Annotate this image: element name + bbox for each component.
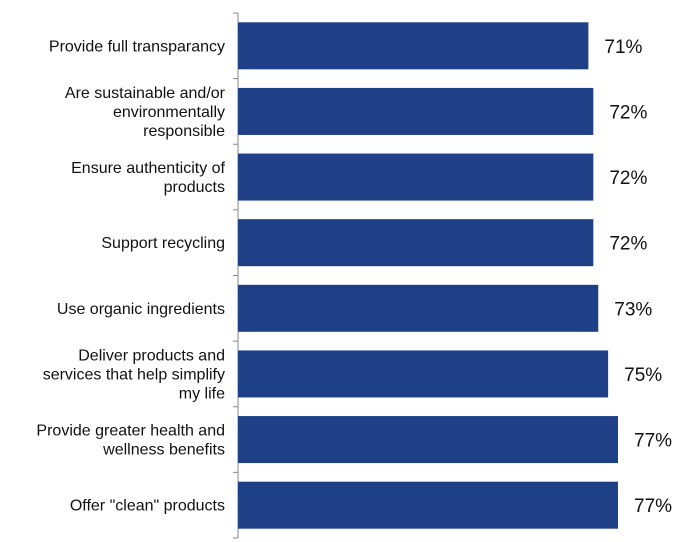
value-label: 72% — [609, 168, 647, 189]
category-label: Deliver products and services that help s… — [43, 347, 225, 402]
value-label: 73% — [614, 299, 652, 320]
bar — [238, 481, 618, 529]
bar — [238, 153, 594, 201]
category-label: Support recycling — [101, 235, 225, 252]
category-label: Use organic ingredients — [57, 301, 225, 318]
category-label: Provide greater health and wellness benef… — [36, 423, 225, 459]
y-axis-ticks — [233, 12, 238, 539]
category-label: Are sustainable and/or environmentally res… — [65, 85, 226, 140]
value-label: 77% — [634, 496, 672, 517]
bar — [238, 22, 589, 70]
value-label: 72% — [609, 102, 647, 123]
category-labels: Provide full transparancy Are sustainable… — [36, 38, 225, 514]
bar — [238, 416, 618, 464]
bar — [238, 284, 599, 332]
category-label: Offer "clean" products — [70, 498, 225, 515]
bar — [238, 87, 594, 135]
value-label: 75% — [624, 365, 662, 386]
value-label: 72% — [609, 234, 647, 255]
category-label: Provide full transparancy — [49, 38, 225, 55]
value-label: 71% — [604, 37, 642, 58]
bar — [238, 350, 609, 398]
bar — [238, 219, 594, 267]
value-labels: 71% 72% 72% 72% 73% 75% 77% 77% — [604, 37, 672, 517]
bars-group — [238, 22, 618, 529]
value-label: 77% — [634, 431, 672, 452]
category-label: Ensure authenticity of products — [71, 160, 225, 196]
